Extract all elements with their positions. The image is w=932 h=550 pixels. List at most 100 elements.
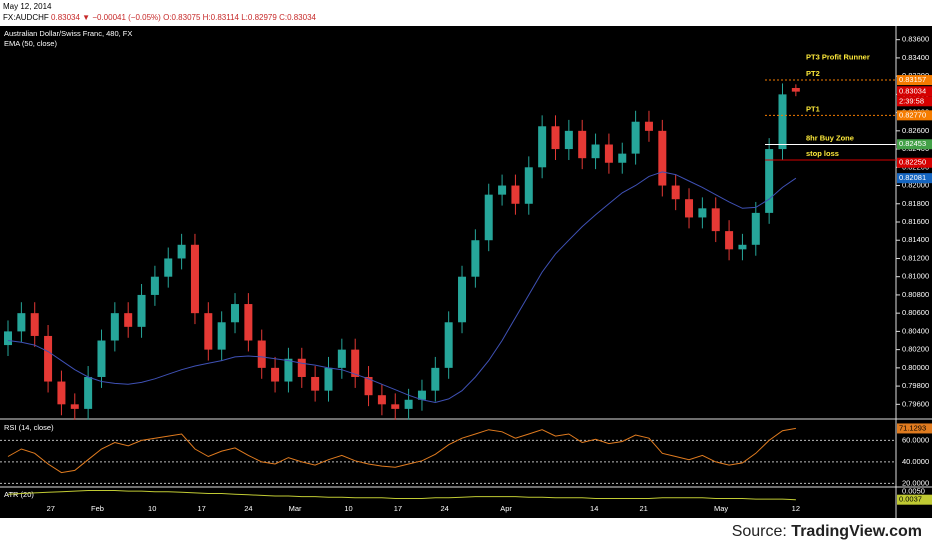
quote-line: FX:AUDCHF 0.83034 ▼ −0.00041 (−0.05%) O:… bbox=[3, 12, 316, 23]
candle-body bbox=[417, 390, 426, 400]
x-tick-label: 24 bbox=[440, 504, 448, 513]
candle-body bbox=[337, 349, 346, 368]
candle-body bbox=[538, 126, 547, 168]
candle-body bbox=[711, 208, 720, 232]
change: −0.00041 (−0.05%) bbox=[92, 13, 161, 22]
candle-body bbox=[658, 130, 667, 186]
candle-body bbox=[97, 340, 106, 377]
x-tick-label: 24 bbox=[244, 504, 252, 513]
candle-body bbox=[324, 367, 333, 391]
price-tag bbox=[897, 423, 932, 434]
candle-body bbox=[671, 185, 680, 200]
x-tick-label: 12 bbox=[792, 504, 800, 513]
countdown: 2:39:58 bbox=[899, 96, 924, 105]
x-tick-label: 17 bbox=[394, 504, 402, 513]
low: L:0.82979 bbox=[241, 13, 277, 22]
chart: Australian Dollar/Swiss Franc, 480, FX E… bbox=[0, 26, 932, 518]
candle-body bbox=[57, 381, 66, 405]
annotation: PT3 Profit Runner bbox=[806, 52, 870, 61]
candle-body bbox=[17, 313, 26, 332]
candle-body bbox=[698, 208, 707, 218]
price-tag bbox=[897, 75, 932, 86]
y-tick-label: 0.81600 bbox=[902, 217, 929, 226]
footer: Source: TradingView.com bbox=[732, 523, 922, 541]
price-tag bbox=[897, 494, 932, 505]
candle-body bbox=[257, 340, 266, 368]
price-tag bbox=[897, 110, 932, 121]
annotation: PT2 bbox=[806, 69, 820, 78]
candle-body bbox=[484, 194, 493, 241]
y-tick-label: 0.80400 bbox=[902, 326, 929, 335]
price-tag-label: 0.82250 bbox=[899, 158, 926, 167]
candle-body bbox=[631, 121, 640, 154]
candle-body bbox=[471, 240, 480, 277]
candle-body bbox=[190, 244, 199, 314]
y-tick-label: 0.79800 bbox=[902, 381, 929, 390]
annotation: 8hr Buy Zone bbox=[806, 133, 854, 142]
candle-body bbox=[578, 130, 587, 159]
candle-body bbox=[618, 153, 627, 163]
y-tick-label: 0.80800 bbox=[902, 290, 929, 299]
candle-body bbox=[4, 331, 13, 346]
candle-body bbox=[551, 126, 560, 150]
y-tick-label: 0.83600 bbox=[902, 35, 929, 44]
price-tag-label: 0.0037 bbox=[899, 495, 922, 504]
candle-body bbox=[685, 199, 694, 218]
candle-body bbox=[377, 395, 386, 405]
candle-body bbox=[44, 335, 53, 382]
candle-body bbox=[604, 144, 613, 163]
x-tick-label: 17 bbox=[197, 504, 205, 513]
candle-body bbox=[431, 367, 440, 391]
x-tick-label: May bbox=[714, 504, 728, 513]
indicator-name: EMA (50, close) bbox=[4, 39, 57, 48]
source-label: Source: bbox=[731, 523, 787, 540]
candle-body bbox=[150, 276, 159, 295]
line-series bbox=[7, 171, 797, 404]
x-tick-label: Mar bbox=[289, 504, 302, 513]
x-tick-label: 14 bbox=[590, 504, 598, 513]
y-tick-label: 40.0000 bbox=[902, 457, 929, 466]
candle-body bbox=[271, 367, 280, 382]
close: C:0.83034 bbox=[279, 13, 316, 22]
candle-body bbox=[404, 399, 413, 409]
candle-body bbox=[177, 244, 186, 259]
y-tick-label: 0.81800 bbox=[902, 199, 929, 208]
candle-body bbox=[778, 94, 787, 150]
price-tag-label: 0.83157 bbox=[899, 75, 926, 84]
y-tick-label: 0.81200 bbox=[902, 253, 929, 262]
candle-body bbox=[751, 212, 760, 245]
open: O:0.83075 bbox=[163, 13, 201, 22]
y-tick-label: 0.81000 bbox=[902, 272, 929, 281]
last-price: 0.83034 bbox=[51, 13, 80, 22]
candle-body bbox=[137, 294, 146, 327]
price-tag-label: 0.83034 bbox=[899, 86, 926, 95]
date: May 12, 2014 bbox=[3, 2, 52, 11]
candle-body bbox=[30, 313, 39, 336]
candle-body bbox=[110, 313, 119, 341]
price-tag bbox=[897, 173, 932, 184]
candle-body bbox=[244, 304, 253, 341]
candle-body bbox=[204, 313, 213, 350]
candle-body bbox=[231, 304, 240, 323]
candle-body bbox=[725, 231, 734, 250]
indicator-name: ATR (20) bbox=[4, 490, 34, 499]
y-tick-label: 0.80000 bbox=[902, 363, 929, 372]
candle-body bbox=[511, 185, 520, 204]
y-tick-label: 0.79600 bbox=[902, 399, 929, 408]
y-tick-label: 0.82600 bbox=[902, 126, 929, 135]
x-tick-label: Apr bbox=[500, 504, 512, 513]
change-arrow: ▼ bbox=[82, 13, 91, 22]
y-tick-label: 0.81400 bbox=[902, 235, 929, 244]
y-tick-label: 20.0000 bbox=[902, 478, 929, 487]
y-tick-label: 0.83400 bbox=[902, 53, 929, 62]
candle-body bbox=[124, 313, 133, 327]
candle-body bbox=[297, 358, 306, 377]
price-tag bbox=[897, 157, 932, 168]
candle-body bbox=[84, 376, 93, 409]
x-tick-label: 27 bbox=[47, 504, 55, 513]
y-tick-label: 60.0000 bbox=[902, 435, 929, 444]
candle-body bbox=[217, 322, 226, 350]
x-tick-label: Feb bbox=[91, 504, 104, 513]
price-tag bbox=[897, 139, 932, 150]
candle-body bbox=[498, 185, 507, 195]
